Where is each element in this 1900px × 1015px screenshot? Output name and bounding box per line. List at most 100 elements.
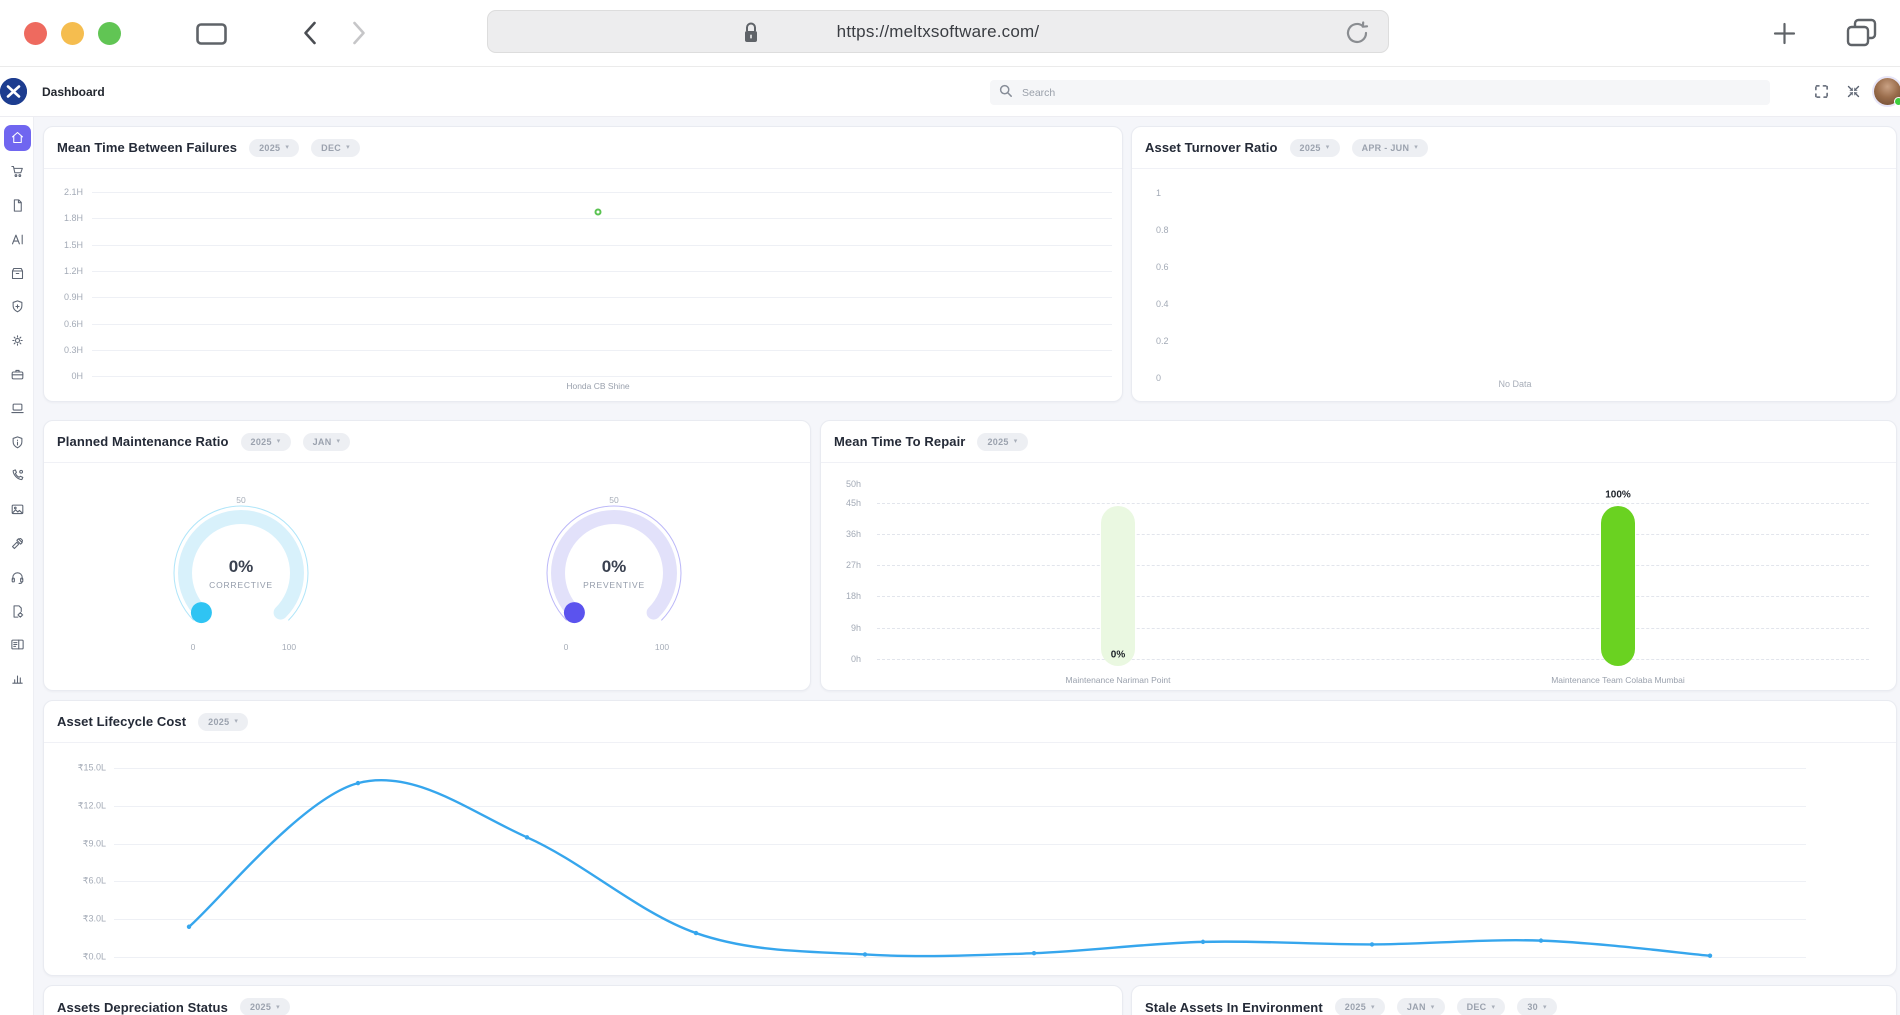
show-tabs-button[interactable] [1845,17,1879,49]
x-category-label: Honda CB Shine [566,381,630,391]
app-logo[interactable] [0,78,27,105]
filter-pill[interactable]: 2025 ▾ [1289,138,1340,157]
sidebar-item-home[interactable] [0,121,34,155]
svg-text:100: 100 [655,642,669,652]
filter-pill-label: JAN [312,436,332,447]
sidebar-item-font[interactable] [0,222,34,256]
filter-pill-label: DEC [321,142,342,153]
package-icon [4,260,31,286]
filter-pill[interactable]: JAN ▾ [302,432,351,451]
y-tick-label: ₹9.0L [82,838,106,849]
close-window-button[interactable] [24,22,47,45]
gridline [114,805,1806,807]
gridline [114,881,1806,883]
card-title: Stale Assets In Environment [1145,999,1323,1015]
filter-pill[interactable]: DEC ▾ [311,138,360,157]
search-bar[interactable] [990,80,1770,105]
sidebar-item-gear[interactable] [0,324,34,358]
address-bar[interactable]: https://meltxsoftware.com/ [487,10,1389,53]
user-avatar[interactable] [1874,78,1900,106]
reload-icon[interactable] [1344,20,1370,51]
chevron-down-icon: ▾ [276,438,281,445]
y-tick-label: 18h [845,591,861,601]
gridline [877,596,1869,597]
gridline [92,192,1112,193]
search-input[interactable] [1020,85,1761,100]
y-tick-label: ₹15.0L [77,762,106,773]
filter-pill-label: APR - JUN [1361,142,1410,153]
filter-pill[interactable]: 30 ▾ [1517,998,1557,1015]
sidebar-item-phone-gear[interactable] [0,459,34,493]
filter-pill[interactable]: APR - JUN ▾ [1351,138,1429,157]
filter-pill-label: 2025 [1299,142,1321,153]
data-point [594,208,602,216]
sidebar-item-laptop[interactable] [0,391,34,425]
y-tick-label: 9h [850,623,861,633]
y-tick-label: 0 [1156,373,1162,383]
card-mean-time-between-failures: Mean Time Between Failures 2025 ▾ DEC ▾ 2.1… [43,126,1123,402]
hammer-icon [4,530,31,556]
filter-pill[interactable]: 2025 ▾ [240,432,291,451]
gridline [877,503,1869,504]
y-tick-label: ₹6.0L [82,875,106,886]
sidebar-item-headset[interactable] [0,560,34,594]
minimize-window-button[interactable] [61,22,84,45]
filter-pill[interactable]: 2025 ▾ [239,998,290,1015]
filter-pill[interactable]: JAN ▾ [1396,998,1445,1015]
filter-pill[interactable]: 2025 ▾ [249,138,300,157]
zoom-window-button[interactable] [98,22,121,45]
url-text[interactable]: https://meltxsoftware.com/ [836,22,1040,41]
y-tick-label: 0.2 [1156,336,1169,346]
y-tick-label: 45h [845,498,861,508]
filter-pill[interactable]: 2025 ▾ [977,432,1028,451]
svg-text:PREVENTIVE: PREVENTIVE [583,580,645,590]
filter-pill-label: 2025 [250,436,272,447]
gear-icon [4,328,31,354]
sidebar-item-shield-plus[interactable] [0,290,34,324]
filter-pill-label: 2025 [987,436,1009,447]
fullscreen-icon[interactable] [1814,84,1829,104]
y-tick-label: 0H [71,371,83,382]
collapse-arrows-icon[interactable] [1846,84,1861,104]
card-title: Mean Time Between Failures [57,140,238,155]
y-tick-label: 0.4 [1156,299,1169,309]
chevron-down-icon: ▾ [336,438,341,445]
sidebar-item-package[interactable] [0,256,34,290]
gridline [877,534,1869,535]
tab-overview-icon[interactable] [196,23,227,45]
sidebar-item-document-gear[interactable] [0,594,34,628]
forward-button[interactable] [352,21,366,45]
bar-chart-icon [4,666,31,692]
svg-text:50: 50 [236,495,246,505]
sidebar-item-image[interactable] [0,493,34,527]
card-mean-time-to-repair: Mean Time To Repair 2025 ▾ 50h 45h 36h 27h 18… [820,420,1897,691]
gridline [92,270,1112,272]
new-tab-button[interactable] [1772,21,1797,46]
y-tick-label: ₹12.0L [77,800,106,811]
chevron-down-icon: ▾ [234,718,239,725]
sidebar-item-bar-chart[interactable] [0,662,34,696]
bar-value-label: 100% [1605,489,1631,501]
filter-pill[interactable]: 2025 ▾ [1334,998,1385,1015]
sidebar-item-briefcase[interactable] [0,358,34,392]
y-tick-label: ₹3.0L [82,913,106,924]
headset-icon [4,564,31,590]
y-tick-label: 27h [845,560,861,570]
filter-pill[interactable]: 2025 ▾ [198,712,249,731]
gridline [877,565,1869,566]
sidebar-item-document[interactable] [0,189,34,223]
card-title: Mean Time To Repair [834,434,966,449]
filter-pill[interactable]: DEC ▾ [1456,998,1506,1015]
sidebar-item-id-card[interactable] [0,628,34,662]
font-icon [4,226,31,252]
chevron-down-icon: ▾ [1491,1003,1496,1011]
x-category-label: Maintenance Team Colaba Mumbai [1551,675,1685,685]
mtbf-chart: 2.1H 1.8H 1.5H 1.2H 0.9H 0.6H 0.3H 0H Honda CB S… [44,169,1122,401]
sidebar-item-shield-info[interactable] [0,425,34,459]
y-tick-label: 50h [845,479,861,489]
chevron-down-icon: ▾ [1013,438,1018,445]
sidebar-item-hammer[interactable] [0,527,34,561]
sidebar-item-cart[interactable] [0,155,34,189]
back-button[interactable] [303,21,317,45]
card-asset-lifecycle-cost: Asset Lifecycle Cost 2025 ▾ ₹15.0L ₹12.0L ₹… [43,700,1897,976]
